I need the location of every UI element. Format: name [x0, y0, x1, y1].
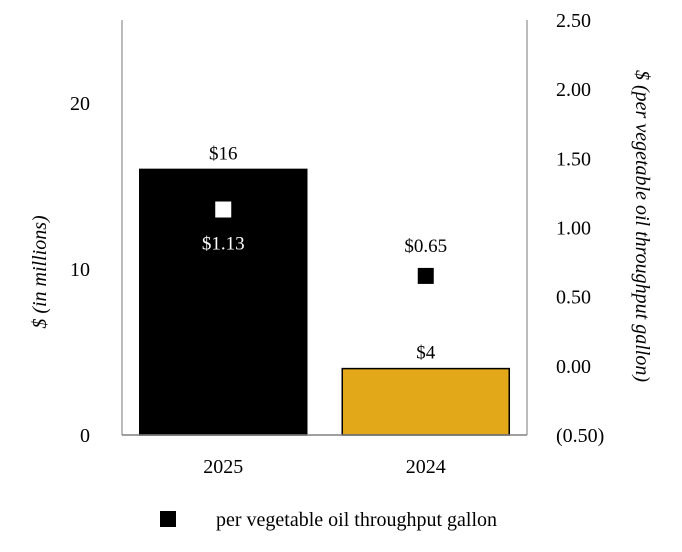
left-tick-label: 0	[80, 425, 90, 447]
legend-marker	[160, 511, 176, 527]
left-tick-label: 20	[70, 93, 90, 115]
point-marker-2024	[417, 267, 434, 284]
legend: per vegetable oil throughput gallon	[160, 509, 497, 531]
point-label-2024: $0.65	[404, 236, 447, 257]
plot-area: $16 $4 $1.13 $0.65	[139, 143, 510, 436]
right-axis-title: $ (per vegetable oil throughput gallon)	[631, 70, 653, 382]
right-tick-label: (0.50)	[556, 425, 604, 447]
legend-label: per vegetable oil throughput gallon	[216, 509, 497, 531]
bar-label-2025: $16	[209, 143, 238, 164]
right-tick-label: 2.00	[556, 79, 591, 101]
right-axis-ticks: (0.50) 0.00 0.50 1.00 1.50 2.00 2.50	[556, 10, 604, 447]
right-tick-label: 2.50	[556, 10, 591, 32]
point-label-2025: $1.13	[202, 234, 245, 255]
right-tick-label: 1.00	[556, 218, 591, 240]
right-tick-label: 0.00	[556, 356, 591, 378]
x-axis-ticks: 2025 2024	[203, 456, 446, 478]
left-axis-title: $ (in millions)	[29, 215, 51, 329]
left-tick-label: 10	[70, 259, 90, 281]
x-tick-label-2024: 2024	[406, 456, 446, 478]
axes	[121, 20, 528, 436]
right-tick-label: 0.50	[556, 287, 591, 309]
bar-label-2024: $4	[416, 343, 436, 364]
left-axis-ticks: 0 10 20	[70, 93, 90, 447]
bar-2024	[341, 367, 510, 436]
right-tick-label: 1.50	[556, 148, 591, 170]
x-tick-label-2025: 2025	[203, 456, 243, 478]
point-marker-2025	[215, 201, 232, 218]
